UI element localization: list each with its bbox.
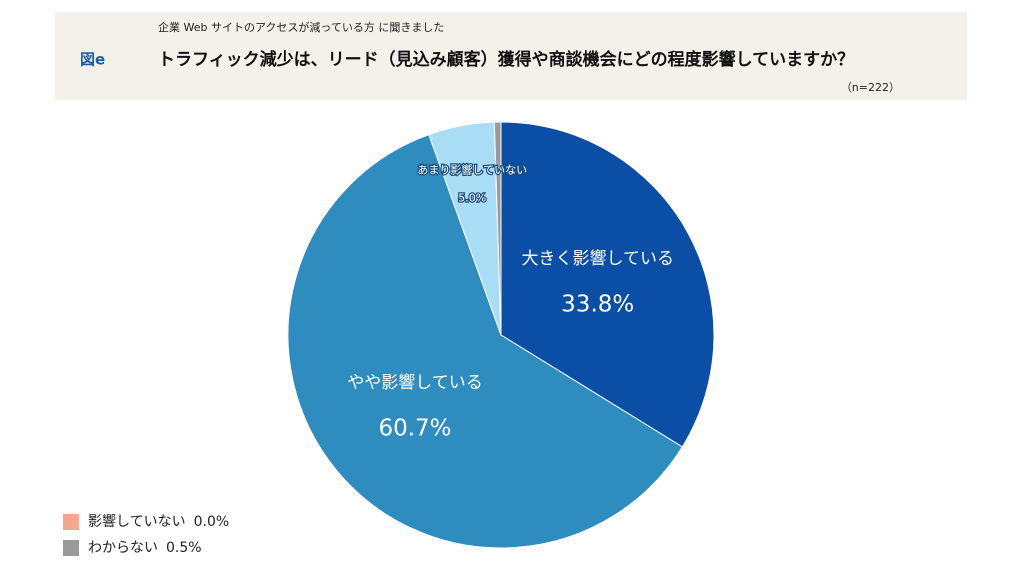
slice-value-label: 33.8% — [561, 292, 634, 318]
slice-label: やや影響している — [347, 373, 483, 393]
header-band — [55, 12, 967, 100]
pie-slice — [287, 133, 683, 549]
pie-slice — [493, 121, 502, 336]
pie — [287, 121, 715, 549]
slice-value-label: 5.0% — [458, 191, 486, 204]
legend-swatch — [63, 514, 79, 530]
pie-slice — [500, 121, 715, 448]
slice-label: あまり影響していない — [417, 162, 527, 176]
figure-label: 図e — [80, 51, 105, 69]
legend-label: わからない — [88, 540, 158, 556]
legend-value-label: 0.0% — [194, 514, 230, 530]
slice-labels: 大きく影響している 33.8% やや影響している 60.7% あまり影響していない 5.0… — [347, 161, 674, 441]
legend-label: 影響していない — [88, 513, 186, 530]
chart-title: トラフィック減少は、リード（見込み顧客）獲得や商談機会にどの程度影響していますか… — [158, 49, 854, 70]
legend-value-label: 0.5% — [166, 540, 202, 556]
sample-note: （n=222） — [841, 81, 900, 94]
slice-value-label: 60.7% — [378, 415, 451, 441]
legend: 影響していない 0.0% わからない 0.5% — [63, 513, 229, 556]
subtitle: 企業 Web サイトのアクセスが減っている方 に聞きました — [158, 20, 444, 34]
legend-swatch — [63, 540, 79, 556]
slice-label: 大きく影響している — [521, 249, 674, 269]
